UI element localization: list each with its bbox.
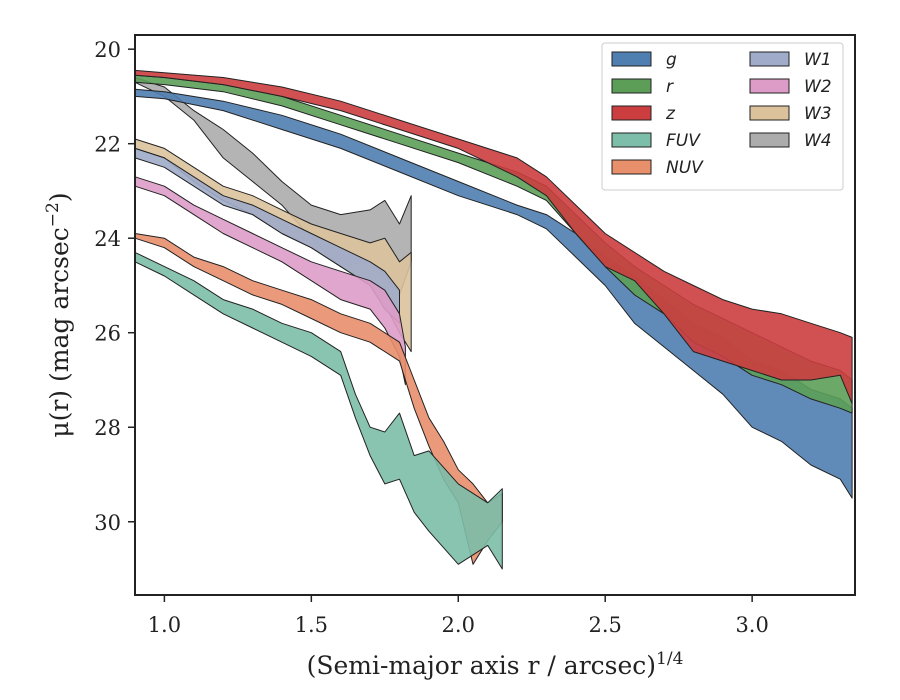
series-band-g bbox=[134, 88, 853, 499]
x-tick-label: 2.0 bbox=[442, 613, 475, 637]
y-tick-label: 20 bbox=[94, 38, 121, 62]
legend-swatch-fuv bbox=[611, 132, 652, 148]
legend-label-w2: W2 bbox=[804, 77, 832, 97]
legend-swatch-w4 bbox=[749, 132, 790, 148]
legend-label-z: z bbox=[665, 104, 676, 124]
legend-label-w3: W3 bbox=[804, 104, 832, 124]
legend-label-w1: W1 bbox=[804, 50, 832, 70]
y-tick-label: 22 bbox=[94, 133, 121, 157]
x-tick-label: 1.5 bbox=[295, 613, 328, 637]
legend-swatch-nuv bbox=[611, 159, 652, 175]
series-band-z bbox=[134, 69, 853, 405]
plot-frame bbox=[134, 34, 856, 596]
y-axis-label: μ(r) (mag arcsec−2) bbox=[43, 192, 74, 437]
legend-swatch-z bbox=[611, 105, 652, 121]
x-tick-label: 1.0 bbox=[148, 613, 181, 637]
legend-swatch-w3 bbox=[749, 105, 790, 121]
series-bands bbox=[134, 69, 853, 570]
legend-label-w4: W4 bbox=[804, 131, 832, 151]
legend-label-nuv: NUV bbox=[666, 158, 704, 178]
series-band-w2 bbox=[134, 176, 406, 386]
y-tick-label: 28 bbox=[94, 416, 121, 440]
legend: grz FUV NUV W1 W2 W3 W4 bbox=[601, 42, 844, 191]
x-axis-label: (Semi-major axis r / arcsec)1/4 bbox=[307, 649, 684, 680]
y-tick-label: 24 bbox=[94, 227, 121, 251]
y-tick-label: 30 bbox=[94, 511, 121, 535]
legend-swatch-w2 bbox=[749, 78, 790, 94]
x-axis: 1.0 1.5 2.0 2.5 3.0 bbox=[148, 595, 769, 637]
legend-swatch-w1 bbox=[749, 51, 790, 67]
y-axis: 20 22 24 26 28 30 bbox=[94, 38, 135, 535]
legend-swatch-r bbox=[611, 78, 652, 94]
legend-swatch-g bbox=[611, 51, 652, 67]
y-tick-label: 26 bbox=[94, 322, 121, 346]
legend-label-fuv: FUV bbox=[666, 131, 701, 151]
series-band-fuv bbox=[134, 251, 503, 570]
x-tick-label: 2.5 bbox=[589, 613, 622, 637]
legend-label-r: r bbox=[666, 77, 674, 97]
legend-label-g: g bbox=[666, 50, 677, 70]
x-tick-label: 3.0 bbox=[735, 613, 768, 637]
